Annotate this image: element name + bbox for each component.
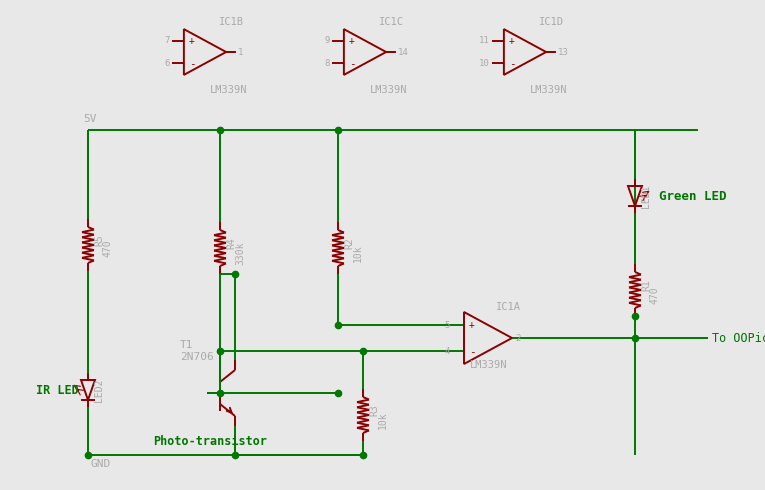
Text: 8: 8 bbox=[324, 59, 330, 68]
Text: IC1A: IC1A bbox=[496, 302, 521, 312]
Text: -: - bbox=[509, 59, 516, 70]
Text: -: - bbox=[189, 59, 196, 70]
Text: LED2: LED2 bbox=[94, 378, 104, 402]
Text: 330k: 330k bbox=[235, 241, 245, 265]
Text: LED1: LED1 bbox=[641, 184, 651, 208]
Text: To OOPic I/O Port: To OOPic I/O Port bbox=[712, 332, 765, 344]
Text: 470: 470 bbox=[650, 286, 660, 304]
Text: LM339N: LM339N bbox=[470, 360, 507, 370]
Text: -: - bbox=[469, 347, 476, 357]
Text: -: - bbox=[349, 59, 356, 70]
Text: 2N706: 2N706 bbox=[180, 352, 213, 362]
Text: 10k: 10k bbox=[353, 244, 363, 262]
Text: LM339N: LM339N bbox=[210, 85, 248, 95]
Text: 5: 5 bbox=[444, 320, 450, 329]
Text: 2: 2 bbox=[515, 334, 520, 343]
Text: IC1C: IC1C bbox=[379, 17, 404, 27]
Text: LM339N: LM339N bbox=[370, 85, 408, 95]
Text: R4: R4 bbox=[226, 237, 236, 249]
Text: +: + bbox=[469, 320, 475, 330]
Text: 11: 11 bbox=[479, 36, 490, 45]
Text: LM339N: LM339N bbox=[530, 85, 568, 95]
Text: +: + bbox=[189, 36, 195, 46]
Text: 10k: 10k bbox=[378, 411, 388, 429]
Text: 5V: 5V bbox=[83, 114, 96, 124]
Text: 4: 4 bbox=[444, 346, 450, 356]
Text: Photo-transistor: Photo-transistor bbox=[153, 435, 267, 448]
Text: 7: 7 bbox=[164, 36, 170, 45]
Text: 1: 1 bbox=[238, 48, 243, 56]
Text: +: + bbox=[509, 36, 515, 46]
Text: R5: R5 bbox=[94, 234, 104, 246]
Text: R1: R1 bbox=[641, 279, 651, 291]
Text: 6: 6 bbox=[164, 59, 170, 68]
Text: GND: GND bbox=[91, 459, 111, 469]
Text: 470: 470 bbox=[103, 239, 113, 257]
Text: 13: 13 bbox=[558, 48, 569, 56]
Text: R3: R3 bbox=[369, 404, 379, 416]
Text: 10: 10 bbox=[479, 59, 490, 68]
Text: +: + bbox=[349, 36, 355, 46]
Text: IC1B: IC1B bbox=[219, 17, 244, 27]
Text: R2: R2 bbox=[344, 237, 354, 249]
Text: IC1D: IC1D bbox=[539, 17, 564, 27]
Text: T1: T1 bbox=[180, 340, 194, 350]
Text: Green LED: Green LED bbox=[659, 190, 727, 202]
Text: 14: 14 bbox=[398, 48, 409, 56]
Text: IR LED: IR LED bbox=[36, 384, 79, 396]
Text: 9: 9 bbox=[324, 36, 330, 45]
